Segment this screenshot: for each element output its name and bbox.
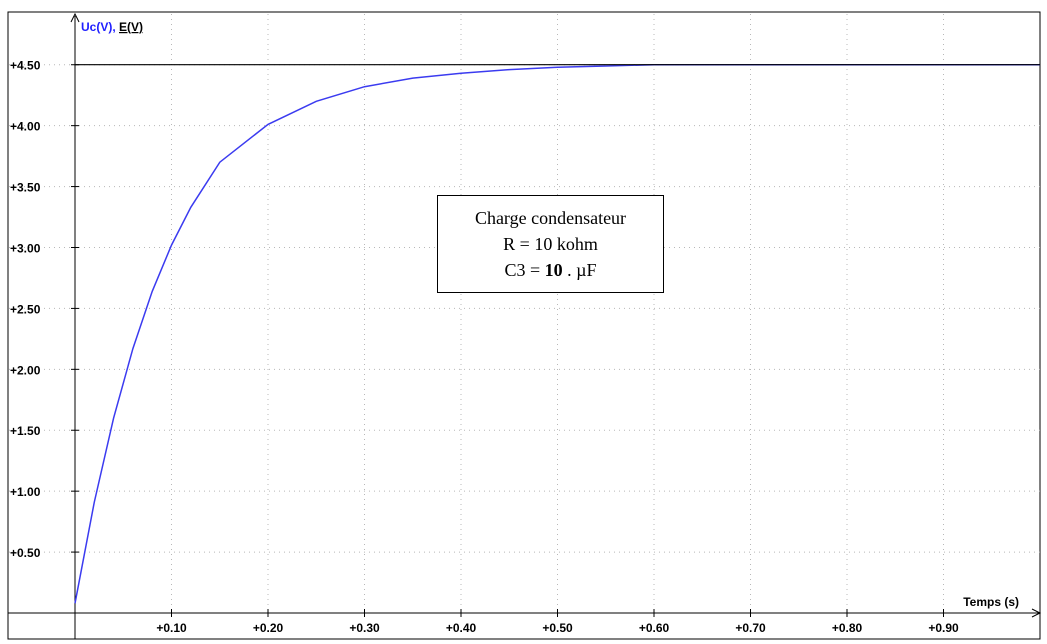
y-tick-label: +4.50 [10,59,41,73]
y-axis-title-e: E(V) [119,20,143,34]
series-layer [74,63,1040,604]
y-tick-label: +0.50 [10,546,41,560]
y-axis-title-uc: Uc(V) [81,20,112,34]
x-tick-label: +0.20 [253,621,284,635]
x-axis-title: Temps (s) [963,595,1019,609]
y-tick-label: +4.00 [10,120,41,134]
ticks: +0.10 +0.20 +0.30 +0.40 +0.50 +0.60 +0.70 +0.80… [10,59,959,635]
x-tick-label: +0.30 [349,621,380,635]
y-axis-title: Uc(V), E(V) [81,20,143,34]
annotation-line-3: C3 = 10 . µF [504,257,596,283]
x-tick-label: +0.10 [156,621,187,635]
y-axis-title-sep: , [112,20,119,34]
annotation-line-3-prefix: C3 = [504,260,545,280]
y-axis-arrow-icon [70,12,80,23]
x-tick-label: +0.90 [928,621,959,635]
annotation-line-3-value: 10 [544,260,563,280]
y-tick-label: +3.50 [10,181,41,195]
plot-border [7,11,1041,640]
x-tick-label: +0.50 [542,621,573,635]
y-tick-label: +3.00 [10,241,41,255]
x-tick-label: +0.40 [446,621,477,635]
annotation-line-3-suffix: . µF [562,260,597,280]
annotation-line-1: Charge condensateur [474,208,627,228]
y-tick-label: +2.00 [10,363,41,377]
annotation-box: Charge condensateur R = 10 kohm C3 = 10 … [437,195,664,293]
y-tick-label: +1.50 [10,424,41,438]
y-tick-label: +2.50 [10,302,41,316]
x-tick-label: +0.60 [639,621,670,635]
x-tick-label: +0.70 [735,621,766,635]
x-tick-label: +0.80 [832,621,863,635]
y-tick-label: +1.00 [10,485,41,499]
x-axis-arrow-icon [1031,608,1042,618]
annotation-line-2: R = 10 kohm [503,234,598,254]
